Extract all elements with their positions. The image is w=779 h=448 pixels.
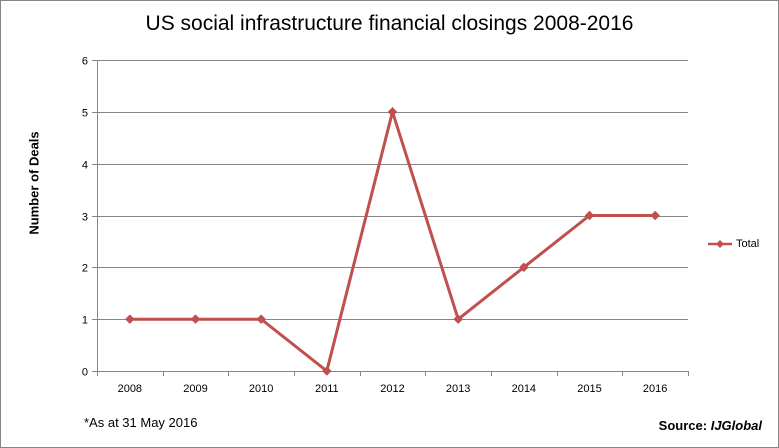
x-tick-label: 2012 bbox=[380, 383, 404, 395]
x-tick-label: 2013 bbox=[446, 383, 470, 395]
legend-label: Total bbox=[736, 238, 760, 250]
x-tick-label: 2011 bbox=[315, 383, 339, 395]
source-name: IJGlobal bbox=[710, 418, 762, 433]
source-prefix: Source: bbox=[658, 418, 708, 433]
x-tick-label: 2008 bbox=[118, 383, 142, 395]
y-tick-label: 0 bbox=[82, 367, 88, 379]
data-point bbox=[321, 366, 332, 376]
x-tick-label: 2010 bbox=[249, 383, 273, 395]
data-point bbox=[190, 314, 201, 325]
chart-title: US social infrastructure financial closi… bbox=[145, 12, 634, 35]
data-point bbox=[256, 314, 267, 325]
data-point bbox=[387, 106, 398, 117]
y-tick-label: 3 bbox=[82, 212, 88, 224]
data-point bbox=[453, 314, 464, 325]
legend-marker bbox=[708, 240, 732, 248]
x-tick-label: 2014 bbox=[512, 383, 536, 395]
legend: Total bbox=[707, 236, 759, 252]
y-tick-label: 2 bbox=[82, 263, 88, 275]
data-point bbox=[584, 210, 595, 221]
footnote: *As at 31 May 2016 bbox=[84, 415, 198, 430]
x-tick-label: 2015 bbox=[577, 383, 601, 395]
y-tick-label: 6 bbox=[82, 56, 88, 68]
data-point bbox=[124, 314, 135, 325]
x-tick-label: 2016 bbox=[643, 383, 667, 395]
y-tick-label: 1 bbox=[82, 315, 88, 327]
data-point bbox=[518, 262, 529, 273]
source-credit: Source: IJGlobal bbox=[659, 418, 762, 433]
x-tick-label: 2009 bbox=[183, 383, 207, 395]
series-line-total bbox=[129, 106, 656, 374]
data-point bbox=[650, 210, 661, 221]
y-tick-label: 4 bbox=[82, 160, 88, 172]
y-tick-label: 5 bbox=[82, 108, 88, 120]
